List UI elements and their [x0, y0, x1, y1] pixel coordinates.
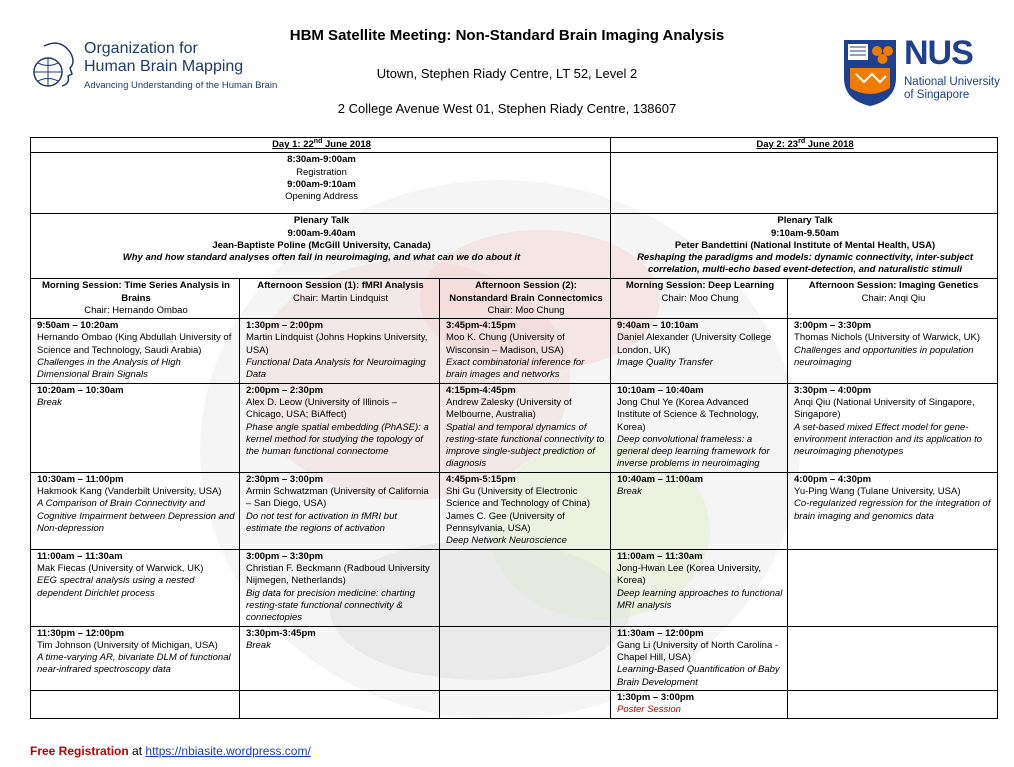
nus-name-line2: of Singapore — [904, 89, 970, 101]
nus-logo: NUS National University of Singapore — [842, 34, 1002, 110]
talk-cell: 10:40am – 11:00am Break — [610, 471, 789, 550]
talk-row: 10:20am – 10:30am Break 2:00pm – 2:30pm Al… — [30, 382, 999, 473]
talk-cell: 11:00am – 11:30am Jong-Hwan Lee (Korea Un… — [610, 548, 789, 627]
ohbm-name-line2: Human Brain Mapping — [84, 58, 244, 75]
plenary-day2: Plenary Talk 9:10am-9.50am Peter Bandett… — [610, 213, 999, 280]
session-header: Afternoon Session (2): Nonstandard Brain… — [438, 278, 612, 320]
talk-cell-empty — [438, 625, 612, 692]
plenary-day1: Plenary Talk 9:00am-9.40am Jean-Baptiste… — [29, 213, 612, 280]
nus-name-line1: National University — [904, 76, 1000, 88]
talk-cell-empty — [787, 548, 999, 627]
talk-cell: 3:00pm – 3:30pm Thomas Nichols (Universit… — [787, 318, 999, 384]
nus-wordmark: NUS — [904, 34, 974, 72]
talk-cell: 10:20am – 10:30am Break — [30, 382, 240, 473]
talk-cell: 11:30am – 12:00pm Gang Li (University of … — [610, 625, 789, 692]
ohbm-name-line1: Organization for — [84, 40, 198, 57]
poster-cell: 1:30pm – 3:00pm Poster Session — [610, 690, 789, 719]
day2-header: Day 2: 23rd June 2018 — [610, 136, 999, 154]
day-header-row: Day 1: 22nd June 2018 Day 2: 23rd June 2… — [29, 136, 999, 154]
talk-cell: 4:15pm-4:45pm Andrew Zalesky (University … — [438, 382, 612, 473]
talk-cell-empty — [30, 690, 240, 719]
globe-head-icon — [33, 42, 74, 87]
talk-cell: 3:45pm-4:15pm Moo K. Chung (University of… — [438, 318, 612, 384]
session-header-row: Morning Session: Time Series Analysis in… — [30, 278, 999, 320]
talk-cell: 4:45pm-5:15pm Shi Gu (University of Elect… — [438, 471, 612, 550]
talk-cell: 3:30pm-3:45pm Break — [239, 625, 440, 692]
talk-row: 10:30am – 11:00pm Hakmook Kang (Vanderbil… — [30, 471, 999, 550]
opening-empty-cell — [610, 152, 999, 215]
venue-line: Utown, Stephen Riady Centre, LT 52, Leve… — [376, 66, 638, 81]
opening-row: 8:30am-9:00am Registration 9:00am-9:10am… — [29, 152, 999, 215]
ohbm-logo: Organization for Human Brain Mapping Adv… — [30, 38, 290, 98]
talk-cell: 2:00pm – 2:30pm Alex D. Leow (University … — [239, 382, 440, 473]
session-header: Afternoon Session (1): fMRI Analysis Chai… — [239, 278, 440, 320]
talk-cell: 4:00pm – 4:30pm Yu-Ping Wang (Tulane Univ… — [787, 471, 999, 550]
nus-crest-icon — [844, 40, 896, 106]
free-registration-label: Free Registration — [30, 744, 129, 758]
talk-cell-empty — [787, 625, 999, 692]
address-line: 2 College Avenue West 01, Stephen Riady … — [337, 101, 677, 116]
talk-cell-empty — [787, 690, 999, 719]
session-header: Morning Session: Deep Learning Chair: Moo… — [610, 278, 789, 320]
talk-cell: 9:50am – 10:20am Hernando Ombao (King Abd… — [30, 318, 240, 384]
talk-cell: 11:30pm – 12:00pm Tim Johnson (University… — [30, 625, 240, 692]
talk-cell-empty — [438, 690, 612, 719]
talk-cell: 3:00pm – 3:30pm Christian F. Beckmann (Ra… — [239, 548, 440, 627]
footer-at-text: at — [128, 744, 146, 758]
session-header: Afternoon Session: Imaging Genetics Chair… — [787, 278, 999, 320]
talk-cell: 9:40am – 10:10am Daniel Alexander (Univer… — [610, 318, 789, 384]
plenary-row: Plenary Talk 9:00am-9.40am Jean-Baptiste… — [29, 213, 999, 280]
talk-row: 9:50am – 10:20am Hernando Ombao (King Abd… — [30, 318, 999, 384]
talk-cell-empty — [438, 548, 612, 627]
talk-cell: 2:30pm – 3:00pm Armin Schwatzman (Univers… — [239, 471, 440, 550]
schedule-table: Day 1: 22nd June 2018 Day 2: 23rd June 2… — [29, 136, 999, 719]
talk-cell: 1:30pm – 2:00pm Martin Lindquist (Johns H… — [239, 318, 440, 384]
ohbm-tagline: Advancing Understanding of the Human Bra… — [84, 80, 278, 91]
registration-footer: Free Registration at https://nbiasite.wo… — [30, 744, 311, 758]
talk-cell: 3:30pm – 4:00pm Anqi Qiu (National Univer… — [787, 382, 999, 473]
poster-row: 1:30pm – 3:00pm Poster Session — [30, 690, 999, 719]
talk-cell: 11:00am – 11:30am Mak Fiecas (University … — [30, 548, 240, 627]
registration-link[interactable]: https://nbiasite.wordpress.com/ — [145, 744, 311, 758]
talk-cell: 10:10am – 10:40am Jong Chul Ye (Korea Adv… — [610, 382, 789, 473]
day1-header: Day 1: 22nd June 2018 — [29, 136, 612, 154]
talk-cell: 10:30am – 11:00pm Hakmook Kang (Vanderbil… — [30, 471, 240, 550]
session-header: Morning Session: Time Series Analysis in… — [30, 278, 240, 320]
talk-row: 11:00am – 11:30am Mak Fiecas (University … — [30, 548, 999, 627]
opening-cell: 8:30am-9:00am Registration 9:00am-9:10am… — [29, 152, 612, 215]
page-title: HBM Satellite Meeting: Non-Standard Brai… — [289, 27, 725, 44]
talk-row: 11:30pm – 12:00pm Tim Johnson (University… — [30, 625, 999, 692]
talk-cell-empty — [239, 690, 440, 719]
